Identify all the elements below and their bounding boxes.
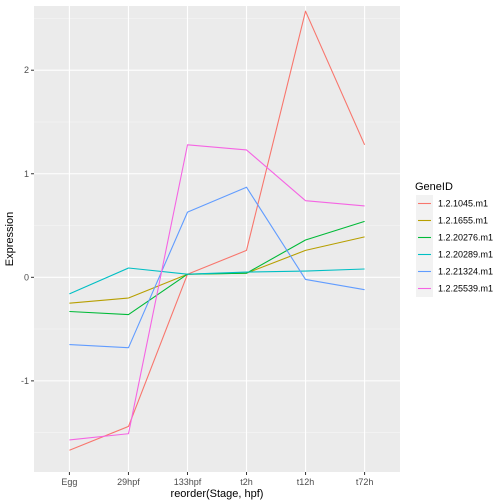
y-tick-label: 1 bbox=[24, 169, 29, 179]
legend-label: 1.2.21324.m1 bbox=[438, 267, 493, 277]
y-tick-label: 2 bbox=[24, 65, 29, 75]
axes: -1 0 1 2 Egg 29hpf 133hpf t2h t12h t72h bbox=[21, 65, 373, 487]
y-tick-label: -1 bbox=[21, 376, 29, 386]
x-tick-label: 133hpf bbox=[174, 477, 202, 487]
series-line-1-2-25539-m1 bbox=[69, 144, 365, 441]
legend-label: 1.2.25539.m1 bbox=[438, 284, 493, 294]
x-tick-label: Egg bbox=[61, 477, 77, 487]
y-axis-title: Expression bbox=[4, 212, 16, 266]
legend: GeneID 1.2.1045.m1 1.2.1655.m1 1.2.20276.m… bbox=[415, 181, 493, 297]
x-tick-label: t72h bbox=[356, 477, 374, 487]
x-axis-title: reorder(Stage, hpf) bbox=[171, 488, 264, 500]
x-tick-label: 29hpf bbox=[117, 477, 140, 487]
series-line-1-2-21324-m1 bbox=[69, 186, 365, 349]
legend-label: 1.2.1045.m1 bbox=[438, 199, 488, 209]
gridlines bbox=[34, 6, 400, 472]
legend-title: GeneID bbox=[415, 181, 453, 193]
plot-panel bbox=[34, 6, 400, 472]
legend-label: 1.2.20276.m1 bbox=[438, 233, 493, 243]
series-line-1-2-1045-m1 bbox=[69, 10, 366, 451]
series-lines bbox=[69, 10, 366, 451]
x-tick-label: t2h bbox=[240, 477, 253, 487]
x-tick-label: t12h bbox=[297, 477, 315, 487]
legend-label: 1.2.1655.m1 bbox=[438, 216, 488, 226]
y-tick-label: 0 bbox=[24, 272, 29, 282]
series-line-1-2-20289-m1 bbox=[69, 267, 365, 295]
legend-label: 1.2.20289.m1 bbox=[438, 250, 493, 260]
